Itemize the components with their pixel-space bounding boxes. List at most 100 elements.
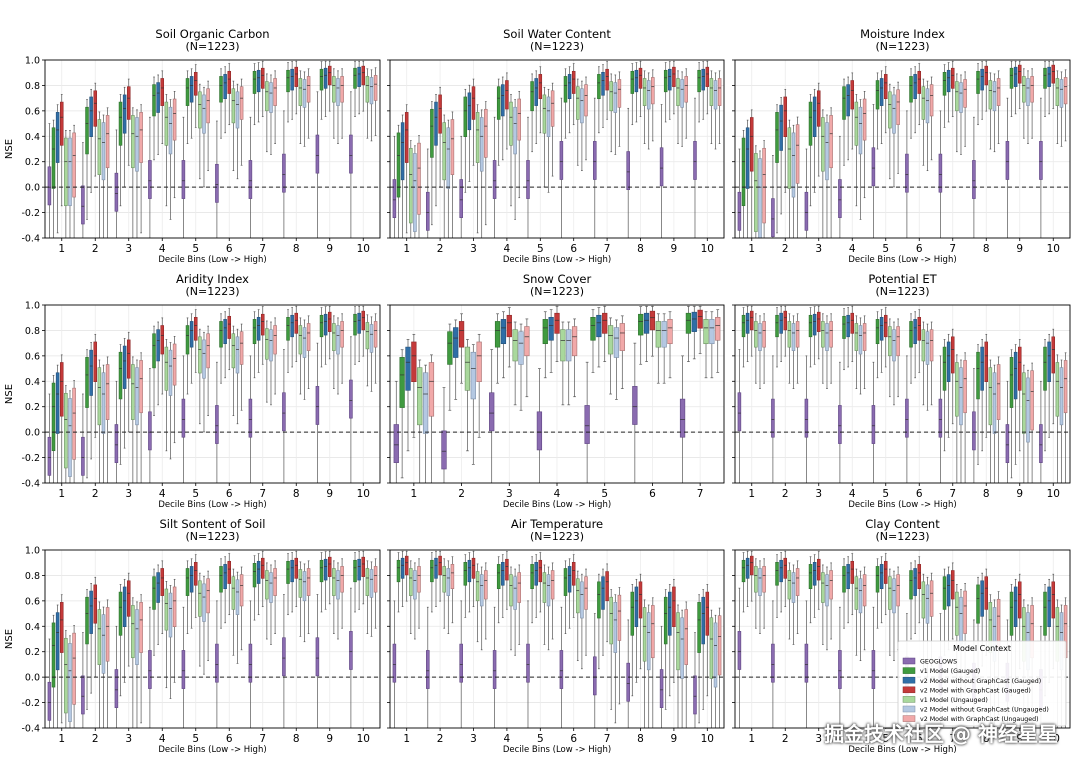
box-v1_gauged (152, 84, 156, 117)
x-tick-label: 2 (92, 243, 99, 255)
box-v2_gc_ungauged (963, 79, 967, 108)
box-v2_gc_gauged (471, 86, 476, 120)
box-v1_ungauged (854, 323, 859, 351)
box-v2_nogc_ungauged (613, 82, 618, 113)
box-v2_gc_ungauged (306, 568, 311, 596)
box-v2_nogc_gauged (1013, 66, 1018, 87)
box-v2_gc_ungauged (651, 605, 655, 659)
x-tick-label: 9 (1016, 488, 1023, 500)
box-GEOGLOWS (315, 386, 320, 425)
box-v1_gauged (909, 570, 913, 600)
panel-3: 1 2 3 4 5 6 7 8 9 10 Decile Bins (Low -> High) Mois… (732, 27, 1071, 265)
box-v2_gc_gauged (1051, 581, 1056, 619)
y-tick-label: 0.6 (25, 106, 40, 117)
box-v2_gc_ungauged (795, 124, 800, 184)
box-v2_nogc_ungauged (925, 88, 930, 124)
box-v1_gauged (909, 321, 913, 348)
x-tick-label: 5 (882, 488, 889, 500)
box-v2_nogc_gauged (913, 568, 917, 596)
box-v2_gc_gauged (227, 315, 232, 339)
box-v1_ungauged (231, 576, 236, 610)
panel-subtitle: (N=1223) (185, 40, 239, 53)
box-v2_gc_gauged (361, 310, 366, 331)
box-v2_nogc_ungauged (369, 569, 374, 598)
box-v2_nogc_ungauged (892, 94, 896, 134)
box-v1_gauged (51, 622, 56, 688)
box-v2_nogc_ungauged (518, 331, 524, 365)
panel-title: Soil Water Content (503, 27, 611, 41)
box-v1_gauged (808, 101, 813, 146)
box-v1_ungauged (1022, 76, 1026, 103)
axes-frame (389, 549, 725, 729)
box-GEOGLOWS (737, 392, 742, 432)
box-v2_nogc_gauged (879, 78, 884, 106)
x-tick-label: 10 (701, 733, 714, 745)
box-v2_nogc_gauged (357, 558, 361, 581)
x-tick-label: 3 (815, 733, 822, 745)
box-v2_nogc_gauged (596, 314, 602, 338)
box-v2_gc_ungauged (1063, 360, 1068, 414)
box-v2_nogc_gauged (89, 349, 93, 396)
box-v2_nogc_gauged (1047, 66, 1051, 87)
box-v1_gauged (741, 559, 746, 583)
box-v1_ungauged (955, 81, 959, 112)
y-tick-label: -0.2 (21, 698, 40, 709)
box-v2_gc_gauged (260, 313, 265, 336)
box-v2_nogc_ungauged (269, 572, 273, 603)
box-v2_gc_ungauged (996, 364, 1001, 420)
x-tick-label: 4 (159, 488, 166, 500)
box-v2_nogc_ungauged (413, 153, 417, 232)
x-tick-label: 3 (815, 488, 822, 500)
box-v2_gc_ungauged (273, 568, 277, 596)
box-v1_ungauged (542, 94, 547, 134)
x-tick-label: 10 (1047, 488, 1060, 500)
box-v2_gc_ungauged (829, 321, 833, 348)
box-v2_nogc_gauged (643, 312, 650, 334)
box-GEOGLOWS (489, 392, 495, 432)
box-v2_gc_gauged (816, 558, 821, 581)
box-GEOGLOWS (47, 681, 52, 721)
box-v2_gc_ungauged (584, 576, 588, 610)
box-v2_nogc_ungauged (892, 329, 896, 362)
box-v1_gauged (463, 96, 468, 137)
box-v2_nogc_gauged (1047, 586, 1051, 627)
box-v1_gauged (741, 314, 746, 338)
box-v2_gc_ungauged (340, 566, 344, 593)
box-v1_gauged (942, 346, 947, 391)
box-v2_nogc_gauged (846, 84, 850, 117)
y-tick-label: -0.4 (21, 234, 40, 245)
panel-title: Silt Sontent of Soil (160, 517, 266, 531)
y-tick-label: -0.4 (21, 724, 40, 735)
box-v2_nogc_gauged (779, 312, 783, 334)
box-v2_gc_ungauged (306, 76, 311, 103)
box-v2_nogc_ungauged (925, 584, 930, 624)
box-v2_gc_gauged (749, 117, 754, 172)
box-v2_nogc_ungauged (135, 367, 139, 426)
box-v2_gc_ungauged (717, 615, 722, 676)
box-v2_gc_gauged (59, 362, 64, 417)
box-v1_ungauged (131, 605, 135, 659)
x-tick-label: 8 (637, 733, 644, 745)
box-v1_gauged (319, 559, 324, 583)
box-v1_gauged (875, 319, 880, 345)
box-v2_nogc_ungauged (580, 88, 584, 124)
box-v2_nogc_ungauged (959, 596, 963, 645)
legend-swatch (902, 676, 916, 684)
y-tick-label: 1.0 (25, 56, 40, 67)
box-v1_gauged (630, 70, 635, 94)
box-v1_gauged (697, 69, 701, 93)
box-v2_nogc_ungauged (825, 323, 829, 351)
panel-5: 1 2 3 4 5 6 7 Decile Bins (Low -> High) Snow Cov… (387, 272, 725, 510)
box-v2_gc_gauged (605, 571, 609, 602)
y-tick-label: 0.2 (25, 402, 40, 413)
box-v1_gauged (430, 559, 434, 583)
box-v2_nogc_gauged (290, 314, 294, 338)
x-tick-label: 3 (470, 733, 477, 745)
box-v1_ungauged (642, 607, 647, 662)
box-v2_gc_ungauged (206, 578, 210, 614)
box-v2_nogc_ungauged (1026, 78, 1030, 106)
y-tick-label: 0.4 (25, 132, 40, 143)
box-v2_nogc_ungauged (235, 91, 240, 129)
x-tick-label: 2 (437, 733, 444, 745)
x-tick-label: 10 (357, 243, 370, 255)
